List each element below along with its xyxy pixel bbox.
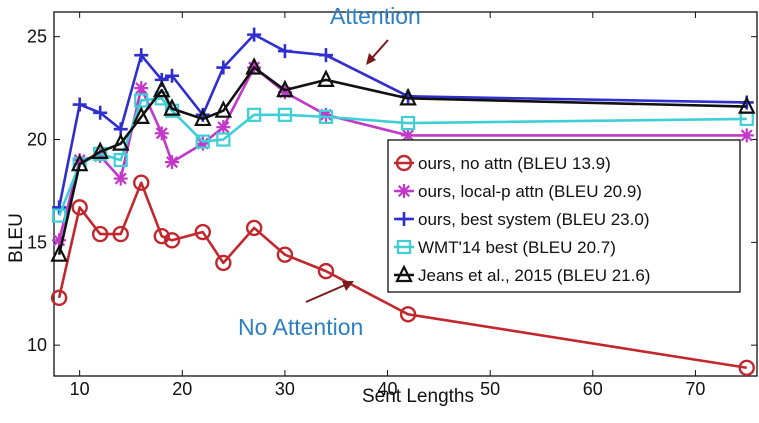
data-point-asterisk (318, 107, 333, 122)
series-plus (52, 27, 754, 215)
data-point-square (216, 132, 231, 147)
legend-marker-plus (397, 212, 411, 226)
data-point-triangle (276, 79, 294, 98)
data-point-triangle (70, 153, 89, 172)
data-point-circle (399, 306, 417, 323)
data-point-asterisk (195, 136, 210, 151)
data-point-circle (194, 223, 212, 241)
data-point-asterisk (401, 128, 416, 143)
legend-entry-wmt14: WMT'14 best (BLEU 20.7) (418, 238, 616, 257)
data-point-triangle (737, 96, 756, 114)
data-point-plus (277, 44, 292, 59)
data-point-plus (216, 60, 231, 75)
data-point-circle (71, 199, 88, 216)
series-layer (50, 27, 756, 376)
attention-arrowhead (366, 53, 376, 65)
data-point-plus (93, 105, 108, 120)
data-point-triangle (132, 106, 151, 124)
data-point-circle (112, 225, 129, 243)
legend-entry-jeans: Jeans et al., 2015 (BLEU 21.6) (418, 266, 650, 285)
no-attention-annotation: No Attention (238, 314, 363, 340)
x-tick-label: 10 (70, 379, 90, 399)
data-point-plus (247, 27, 262, 42)
attention-arrow (371, 39, 389, 59)
data-point-circle (133, 174, 150, 191)
data-point-square (113, 152, 128, 168)
legend-entry-local-p: ours, local-p attn (BLEU 20.9) (418, 182, 642, 201)
data-point-triangle (194, 108, 212, 127)
data-point-triangle (163, 98, 181, 116)
y-tick-label: 20 (27, 130, 47, 150)
data-point-asterisk (216, 120, 231, 135)
data-point-asterisk (154, 126, 169, 141)
data-point-square (318, 109, 334, 124)
no-attention-arrowhead (342, 281, 354, 291)
plot-border (53, 11, 758, 377)
attention-annotation: Attention (330, 3, 421, 29)
x-tick-label: 60 (583, 379, 603, 399)
data-point-circle (50, 289, 68, 307)
plot-frame (53, 11, 758, 377)
data-point-circle (317, 262, 335, 280)
y-tick-label: 15 (27, 232, 47, 252)
x-tick-label: 50 (480, 379, 500, 399)
series-triangle (50, 57, 756, 262)
legend-marker-square (396, 239, 412, 255)
data-point-circle (153, 227, 170, 245)
data-point-triangle (399, 87, 417, 106)
no-attention-arrow (305, 284, 346, 303)
legend: ours, no attn (BLEU 13.9) ours, local-p … (387, 139, 741, 293)
data-point-square (400, 115, 416, 131)
data-point-asterisk (277, 85, 292, 100)
data-point-circle (245, 219, 263, 237)
data-point-circle (91, 225, 109, 243)
data-point-triangle (245, 57, 263, 75)
data-point-plus (318, 48, 333, 63)
data-point-square (52, 208, 67, 223)
legend-entry-no-attn: ours, no attn (BLEU 13.9) (418, 154, 611, 173)
y-tick-label: 25 (27, 27, 47, 47)
data-point-square (247, 107, 262, 122)
data-point-triangle (317, 69, 335, 87)
data-point-triangle (111, 133, 130, 151)
data-point-asterisk (165, 155, 180, 170)
legend-marker-asterisk (397, 184, 411, 198)
legend-markers (394, 154, 414, 283)
data-point-circle (215, 254, 232, 272)
data-point-asterisk (52, 233, 67, 248)
data-point-circle (276, 246, 294, 263)
legend-marker-triangle (395, 264, 413, 283)
data-point-circle (163, 232, 181, 249)
legend-entry-best-system: ours, best system (BLEU 23.0) (418, 210, 649, 229)
data-point-plus (72, 97, 87, 112)
data-point-plus (165, 68, 180, 83)
data-point-triangle (50, 244, 68, 262)
data-point-square (277, 107, 293, 122)
data-point-asterisk (113, 171, 128, 186)
data-point-triangle (91, 141, 109, 159)
data-point-plus (134, 48, 149, 63)
x-tick-label: 20 (172, 379, 192, 399)
legend-box (387, 139, 741, 293)
y-axis-label: BLEU (6, 213, 27, 263)
data-point-asterisk (134, 81, 149, 96)
x-tick-label: 70 (685, 379, 705, 399)
data-point-asterisk (72, 153, 87, 168)
data-point-circle (738, 359, 755, 376)
data-point-square (195, 134, 210, 149)
data-point-triangle (152, 79, 171, 98)
data-point-asterisk (93, 148, 108, 163)
data-point-triangle (214, 100, 233, 118)
y-tick-label: 10 (27, 335, 47, 355)
axis-ticks: 10 20 30 40 50 60 70 10 15 20 25 (27, 12, 757, 399)
data-point-asterisk (739, 128, 754, 143)
x-tick-label: 30 (275, 379, 295, 399)
legend-marker-circle (395, 154, 413, 172)
x-tick-label: 40 (378, 379, 398, 399)
x-axis-label: Sent Lengths (362, 386, 474, 407)
series-circle (50, 174, 755, 376)
